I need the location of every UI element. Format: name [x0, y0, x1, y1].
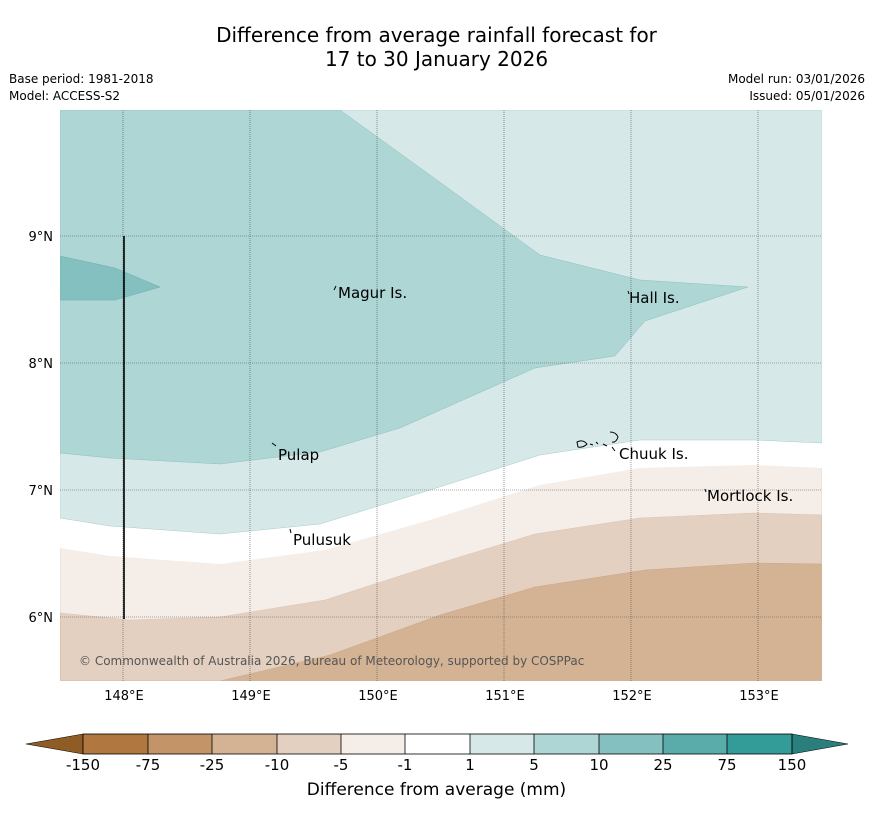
- place-pulusuk: Pulusuk: [293, 531, 351, 549]
- cb-tick: 10: [589, 756, 609, 774]
- islands: [271, 285, 707, 534]
- chuuk-island-shape: [576, 431, 619, 452]
- hall-island-shape: [627, 290, 630, 295]
- map-area: Magur Is. Hall Is. Pulap Chuuk Is. Mortl…: [60, 110, 822, 681]
- lon-label-151: 151°E: [485, 689, 525, 704]
- cb-tick: -75: [135, 756, 161, 774]
- model-name: Model: ACCESS-S2: [9, 89, 121, 103]
- pulusuk-island-shape: [289, 528, 292, 534]
- place-magur: Magur Is.: [338, 284, 407, 302]
- colorbar-extend-high: [791, 733, 849, 755]
- colorbar-segment: [599, 734, 663, 754]
- colorbar-segment: [212, 734, 277, 754]
- title-line-2: 17 to 30 January 2026: [324, 47, 549, 71]
- graticule: [60, 110, 822, 681]
- colorbar-segment: [534, 734, 599, 754]
- issued-date: Issued: 05/01/2026: [749, 89, 865, 103]
- place-mortlock: Mortlock Is.: [707, 487, 793, 505]
- cb-tick: -5: [333, 756, 349, 774]
- lon-label-150: 150°E: [358, 689, 398, 704]
- lon-label-148: 148°E: [104, 689, 144, 704]
- colorbar-segment: [277, 734, 341, 754]
- model-run: Model run: 03/01/2026: [727, 72, 865, 86]
- cb-tick: 150: [777, 756, 807, 774]
- copyright-notice: © Commonwealth of Australia 2026, Bureau…: [79, 654, 584, 668]
- colorbar: [25, 733, 849, 755]
- cb-tick: 75: [717, 756, 737, 774]
- mortlock-island-shape: [704, 488, 707, 493]
- band-5-10: [60, 110, 749, 465]
- colorbar-outline: [82, 733, 793, 755]
- lat-label-9n: 9°N: [29, 230, 54, 245]
- place-chuuk: Chuuk Is.: [619, 445, 688, 463]
- colorbar-segment: [83, 734, 148, 754]
- title-line-1: Difference from average rainfall forecas…: [216, 23, 657, 47]
- cb-tick: -10: [264, 756, 290, 774]
- colorbar-segment: [470, 734, 534, 754]
- magur-island-shape: [333, 285, 337, 291]
- cb-tick: 25: [653, 756, 673, 774]
- cb-tick: -150: [65, 756, 101, 774]
- colorbar-segment: [341, 734, 405, 754]
- meta-left: Base period: 1981-2018 Model: ACCESS-S2: [9, 71, 154, 105]
- colorbar-title: Difference from average (mm): [306, 780, 567, 800]
- cb-tick: -1: [397, 756, 413, 774]
- lat-label-8n: 8°N: [29, 357, 54, 372]
- lon-label-153: 153°E: [739, 689, 779, 704]
- colorbar-segment: [148, 734, 212, 754]
- lat-label-6n: 6°N: [29, 611, 54, 626]
- colorbar-segment: [727, 734, 792, 754]
- place-hall: Hall Is.: [629, 289, 680, 307]
- colorbar-segment: [663, 734, 727, 754]
- cb-tick: -25: [199, 756, 225, 774]
- lat-label-7n: 7°N: [29, 484, 54, 499]
- place-pulap: Pulap: [278, 446, 319, 464]
- colorbar-extend-low: [25, 733, 84, 755]
- pulap-island-shape: [271, 442, 277, 447]
- meta-right: Model run: 03/01/2026 Issued: 05/01/2026: [728, 71, 865, 105]
- lon-label-149: 149°E: [231, 689, 271, 704]
- base-period: Base period: 1981-2018: [9, 72, 154, 86]
- cb-tick: 5: [529, 756, 539, 774]
- cb-tick: 1: [465, 756, 475, 774]
- colorbar-segment: [405, 734, 470, 754]
- lon-label-152: 152°E: [612, 689, 652, 704]
- band-10-25: [60, 255, 161, 301]
